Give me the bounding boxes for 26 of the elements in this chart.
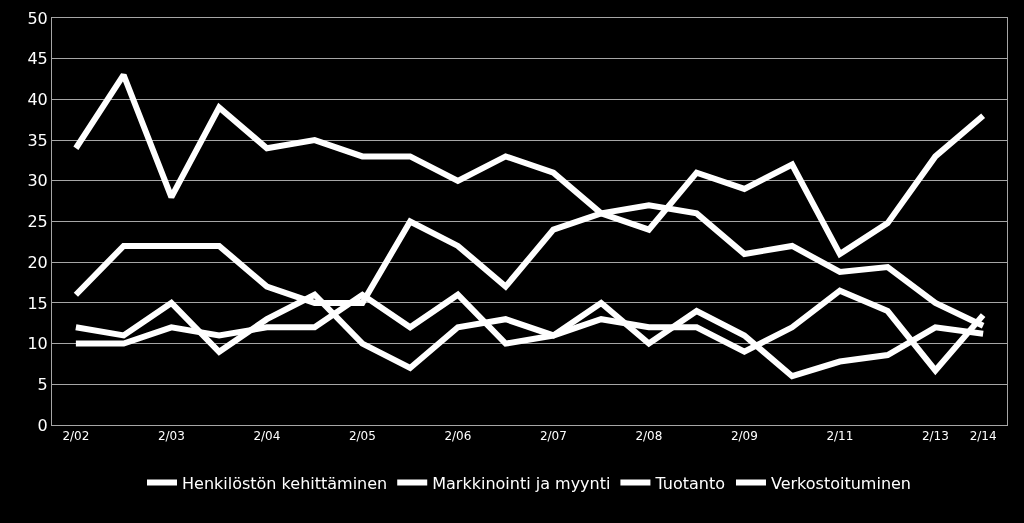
legend-label: Henkilöstön kehittäminen bbox=[182, 473, 388, 493]
x-tick-label: 2/11 bbox=[826, 429, 854, 444]
x-tick-label: 2/08 bbox=[635, 429, 663, 444]
x-tick-label: 2/04 bbox=[253, 429, 281, 444]
y-tick-label: 45 bbox=[27, 49, 48, 69]
x-tick-label: 2/14 bbox=[969, 429, 997, 444]
legend-label: Tuotanto bbox=[654, 473, 725, 493]
x-tick-label: 2/02 bbox=[62, 429, 90, 444]
x-tick-label: 2/03 bbox=[157, 429, 185, 444]
y-tick-label: 30 bbox=[27, 171, 48, 191]
y-tick-label: 5 bbox=[37, 374, 48, 394]
y-tick-label: 15 bbox=[27, 293, 48, 313]
y-tick-label: 40 bbox=[27, 90, 48, 109]
y-tick-label: 0 bbox=[37, 415, 48, 435]
y-tick-label: 35 bbox=[27, 130, 48, 150]
legend-label: Verkostoituminen bbox=[770, 473, 912, 493]
legend-label: Markkinointi ja myynti bbox=[432, 473, 611, 493]
x-tick-label: 2/13 bbox=[921, 429, 949, 444]
y-tick-label: 50 bbox=[27, 8, 48, 28]
x-tick-label: 2/09 bbox=[730, 429, 758, 444]
y-tick-label: 25 bbox=[27, 212, 48, 232]
y-tick-label: 10 bbox=[27, 334, 48, 354]
y-tick-label: 20 bbox=[27, 252, 48, 272]
x-tick-label: 2/06 bbox=[444, 429, 472, 444]
x-tick-label: 2/05 bbox=[348, 429, 376, 444]
x-tick-label: 2/07 bbox=[539, 429, 567, 444]
